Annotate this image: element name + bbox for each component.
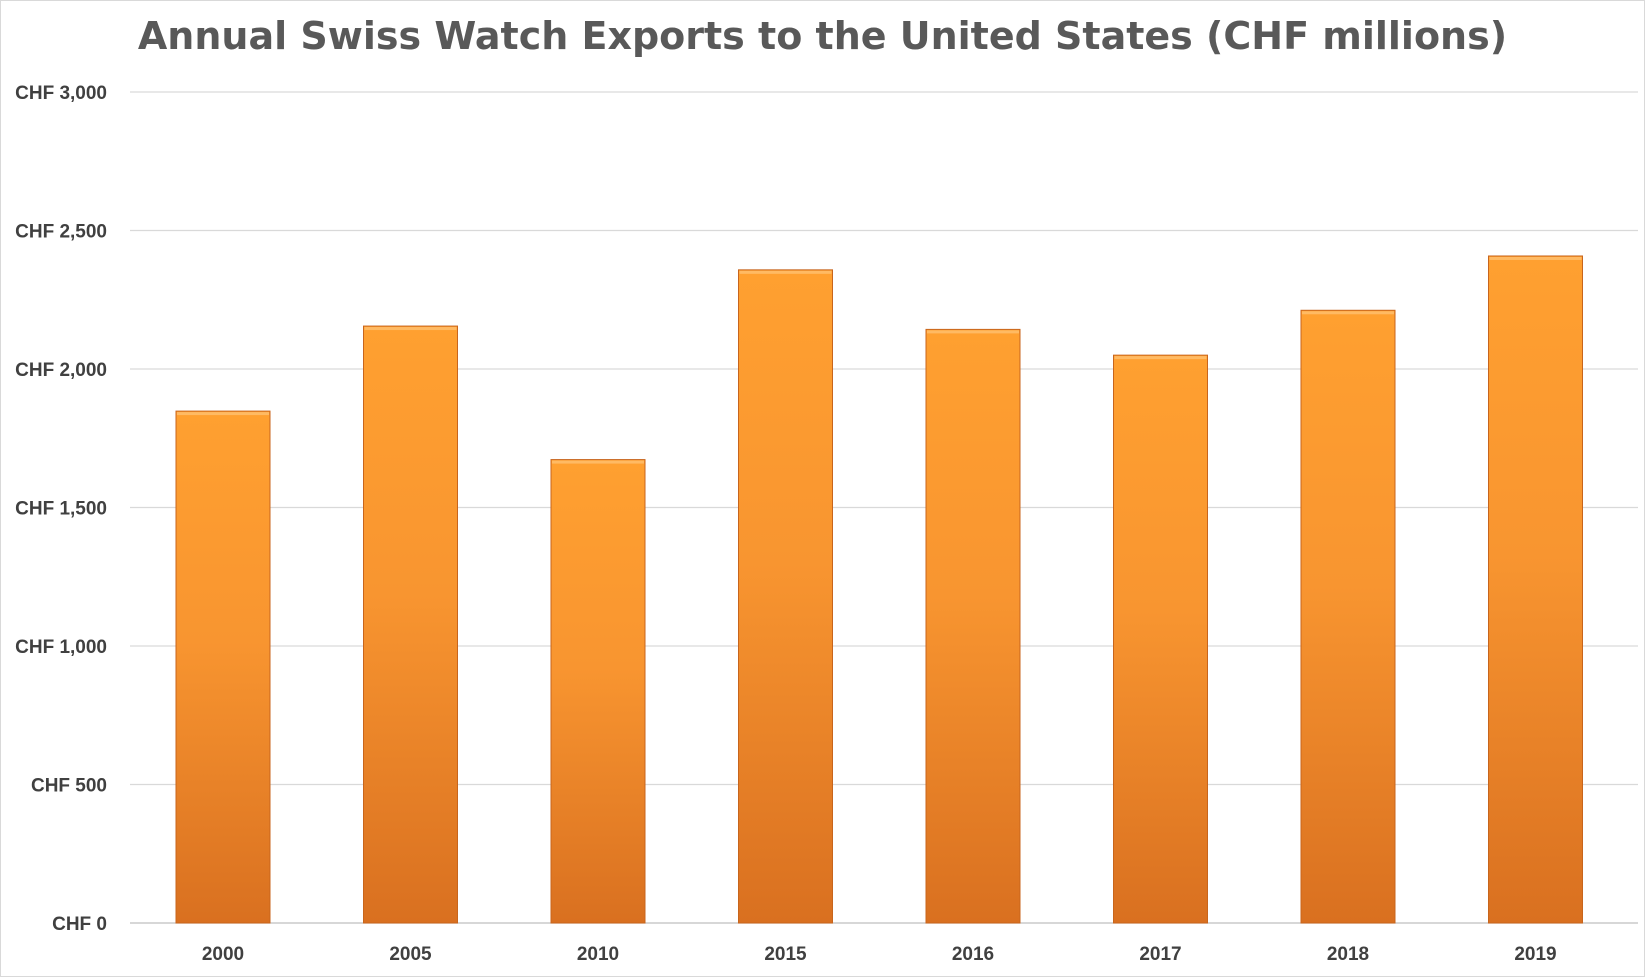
x-tick-label: 2018 xyxy=(1327,944,1369,965)
x-axis-tick-labels: 2000 2005 2010 2015 2016 2017 2018 2019 xyxy=(202,944,1557,965)
bar-bevel-2015 xyxy=(739,270,832,274)
bar-bevel-2019 xyxy=(1489,256,1582,260)
y-tick-label: CHF 0 xyxy=(52,914,107,935)
bar-bevel-2018 xyxy=(1302,311,1394,315)
bars xyxy=(175,255,1583,924)
gridlines xyxy=(130,91,1638,924)
bar-2010 xyxy=(550,459,646,924)
x-tick-label: 2015 xyxy=(764,944,807,965)
bar-bevel-2017 xyxy=(1114,356,1207,360)
bar-2017 xyxy=(1113,354,1208,924)
x-tick-label: 2017 xyxy=(1139,944,1181,965)
x-tick-label: 2016 xyxy=(952,944,994,965)
bar-bevel-2010 xyxy=(552,460,644,464)
y-tick-label: CHF 2,000 xyxy=(15,360,107,381)
y-tick-label: CHF 3,000 xyxy=(15,83,107,104)
bar-2018 xyxy=(1300,309,1396,924)
bar-2019 xyxy=(1488,255,1583,924)
y-tick-label: CHF 1,000 xyxy=(15,637,107,658)
bar-bevel-2000 xyxy=(177,412,269,416)
y-tick-label: CHF 500 xyxy=(31,776,107,797)
bar-bevel-2005 xyxy=(364,327,457,331)
chart-title: Annual Swiss Watch Exports to the United… xyxy=(137,14,1508,58)
bar-2000 xyxy=(175,410,271,924)
y-tick-label: CHF 1,500 xyxy=(15,499,107,520)
bar-bevel-2016 xyxy=(927,330,1019,334)
y-tick-label: CHF 2,500 xyxy=(15,222,107,243)
x-tick-label: 2010 xyxy=(577,944,619,965)
bar-2005 xyxy=(363,325,458,924)
y-axis-tick-labels: CHF 0 CHF 500 CHF 1,000 CHF 1,500 CHF 2,000 C… xyxy=(15,83,107,935)
bar-2016 xyxy=(925,328,1021,924)
x-tick-label: 2000 xyxy=(202,944,244,965)
bar-2015 xyxy=(738,269,833,924)
x-tick-label: 2019 xyxy=(1514,944,1556,965)
x-tick-label: 2005 xyxy=(389,944,432,965)
